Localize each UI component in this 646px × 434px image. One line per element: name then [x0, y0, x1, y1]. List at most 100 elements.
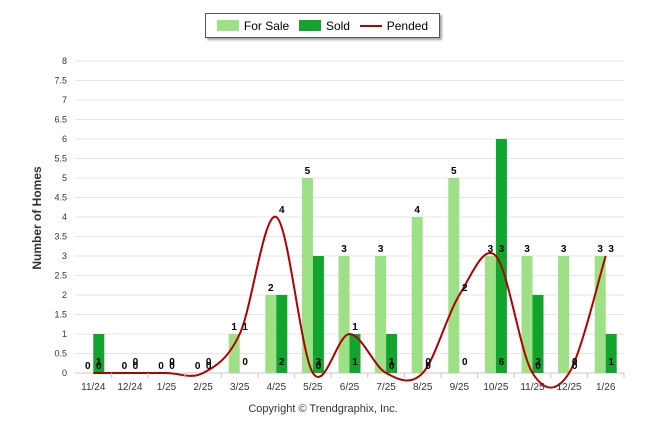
- bar-for-sale: [448, 178, 460, 373]
- data-label-for-sale: 5: [305, 166, 311, 177]
- x-tick-label: 4/25: [267, 382, 287, 393]
- data-label-for-sale: 0: [122, 361, 128, 372]
- y-axis-ticks: 0 0.5 1 1.5 2 2.5 3 3.5 4 4.5 5 5.5 6 6.5 7 7.5 8: [54, 56, 67, 378]
- data-label-sold: 1: [352, 357, 358, 368]
- data-label-sold: 0: [462, 357, 468, 368]
- x-tick-label: 7/25: [376, 382, 396, 393]
- bar-sold: [495, 139, 507, 373]
- data-label-sold: 1: [96, 357, 102, 368]
- bar-sold: [349, 334, 361, 373]
- x-tick-label: 5/25: [303, 382, 323, 393]
- legend-label-pended: Pended: [386, 18, 429, 33]
- data-label-for-sale: 3: [524, 244, 530, 255]
- data-label-sold: 2: [535, 357, 541, 368]
- legend-item-for-sale[interactable]: For Sale: [216, 18, 290, 33]
- x-tick-label: 11/25: [520, 382, 545, 393]
- bar-for-sale: [375, 256, 387, 373]
- data-label-pended: 3: [608, 244, 614, 255]
- data-label-for-sale: 4: [414, 205, 420, 216]
- data-label-for-sale: 3: [341, 244, 347, 255]
- bar-for-sale: [558, 256, 570, 373]
- x-tick-label: 1/25: [157, 382, 177, 393]
- data-label-pended: 1: [242, 322, 248, 333]
- data-label-sold: 0: [242, 357, 248, 368]
- bar-for-sale: [411, 217, 423, 373]
- data-label-pended: 0: [96, 361, 102, 372]
- y-tick-label: 5.5: [54, 154, 67, 164]
- bar-for-sale: [484, 256, 496, 373]
- legend-swatch-for-sale: [216, 20, 239, 31]
- y-axis-label: Number of Homes: [30, 166, 44, 270]
- data-label-pended: 0: [169, 361, 175, 372]
- data-label-sold: 0: [425, 357, 431, 368]
- y-tick-label: 7.5: [54, 76, 67, 86]
- legend-swatch-sold: [298, 20, 321, 31]
- bar-for-sale: [265, 295, 277, 373]
- bar-sold: [276, 295, 288, 373]
- x-tick-label: 12/25: [557, 382, 582, 393]
- data-label-for-sale: 0: [158, 361, 164, 372]
- data-label-for-sale: 0: [195, 361, 201, 372]
- y-tick-label: 6.5: [54, 115, 67, 125]
- data-label-pended: 0: [425, 361, 431, 372]
- y-tick-label: 3.5: [54, 232, 67, 242]
- legend-swatch-pended: [359, 24, 382, 27]
- pended-line: [93, 215, 607, 389]
- legend-item-sold[interactable]: Sold: [298, 18, 350, 33]
- bar-for-sale: [301, 178, 313, 373]
- data-label-for-sale: 2: [268, 283, 274, 294]
- data-label-pended: 0: [389, 361, 395, 372]
- bar-sold: [605, 334, 617, 373]
- y-tick-label: 0: [62, 368, 67, 378]
- x-tick-label: 12/24: [117, 382, 142, 393]
- x-tick-label: 10/25: [483, 382, 508, 393]
- data-label-sold: 6: [499, 357, 505, 368]
- bar-for-sale: [228, 334, 240, 373]
- legend: For Sale Sold Pended: [205, 13, 440, 38]
- data-label-for-sale: 3: [561, 244, 567, 255]
- data-label-pended: 0: [572, 361, 578, 372]
- y-tick-label: 7: [62, 95, 67, 105]
- data-label-sold: 0: [133, 357, 139, 368]
- bar-sold: [93, 334, 105, 373]
- y-tick-label: 6: [62, 134, 67, 144]
- y-tick-label: 1.5: [54, 310, 67, 320]
- x-tick-label: 8/25: [413, 382, 433, 393]
- data-label-sold: 0: [169, 357, 175, 368]
- y-tick-label: 0.5: [54, 349, 67, 359]
- data-label-pended: 0: [535, 361, 541, 372]
- data-label-for-sale: 3: [378, 244, 384, 255]
- data-label-pended: 0: [133, 361, 139, 372]
- y-tick-label: 1: [62, 329, 67, 339]
- x-tick-label: 9/25: [450, 382, 470, 393]
- bar-for-sale: [521, 256, 533, 373]
- x-tick-label: 1/26: [596, 382, 616, 393]
- data-label-sold: 0: [572, 357, 578, 368]
- x-axis-ticks: 11/24 12/24 1/25 2/25 3/25 4/25 5/25 6/25 7/25 8/…: [81, 373, 625, 393]
- data-label-sold: 2: [279, 357, 285, 368]
- legend-label-for-sale: For Sale: [243, 18, 290, 33]
- data-label-sold: 0: [206, 357, 212, 368]
- data-label-for-sale: 5: [451, 166, 457, 177]
- bar-for-sale: [594, 256, 606, 373]
- bar-sold: [386, 334, 398, 373]
- bar-sold: [312, 256, 324, 373]
- data-label-pended: 0: [206, 361, 212, 372]
- y-tick-label: 3: [62, 251, 67, 261]
- y-tick-label: 4: [62, 212, 67, 222]
- legend-item-pended[interactable]: Pended: [359, 18, 429, 33]
- y-tick-label: 2.5: [54, 271, 67, 281]
- bars: [93, 139, 617, 373]
- data-label-pended: 3: [499, 244, 505, 255]
- copyright-text: Copyright © Trendgraphix, Inc.: [248, 403, 398, 415]
- y-tick-label: 5: [62, 173, 67, 183]
- data-label-pended: 4: [279, 205, 285, 216]
- legend-label-sold: Sold: [325, 18, 350, 33]
- data-label-sold: 3: [316, 357, 322, 368]
- x-tick-label: 3/25: [230, 382, 250, 393]
- data-label-pended: 1: [352, 322, 358, 333]
- y-tick-label: 2: [62, 290, 67, 300]
- data-label-for-sale: 0: [85, 361, 91, 372]
